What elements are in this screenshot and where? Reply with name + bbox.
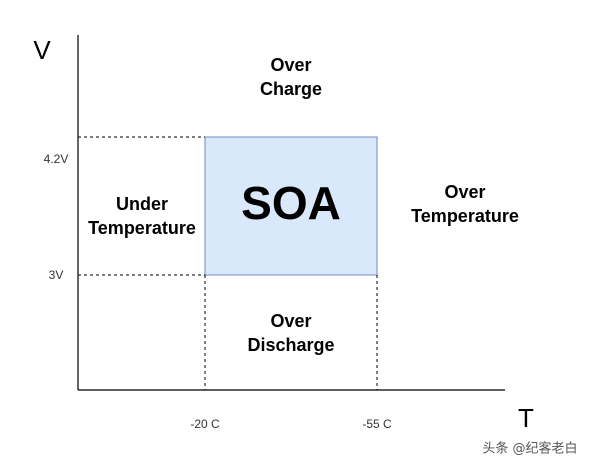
x-axis-label: T: [518, 403, 534, 433]
soa-label: SOA: [241, 177, 341, 229]
region-label: Over: [270, 55, 311, 75]
region-label: Temperature: [411, 206, 519, 226]
region-label: Over: [444, 182, 485, 202]
watermark: 头条 @纪客老白: [482, 441, 577, 457]
region-label: Temperature: [88, 218, 196, 238]
x-tick-label: -55 C: [362, 417, 392, 431]
x-tick-label: -20 C: [190, 417, 220, 431]
soa-box: [204, 136, 378, 276]
y-tick-label: 4.2V: [44, 152, 69, 166]
region-label: Over: [270, 311, 311, 331]
y-tick-label: 3V: [49, 268, 64, 282]
y-axis-label: V: [33, 35, 51, 65]
region-label: Charge: [260, 79, 322, 99]
region-label: Under: [116, 194, 168, 214]
region-label: Discharge: [247, 335, 334, 355]
